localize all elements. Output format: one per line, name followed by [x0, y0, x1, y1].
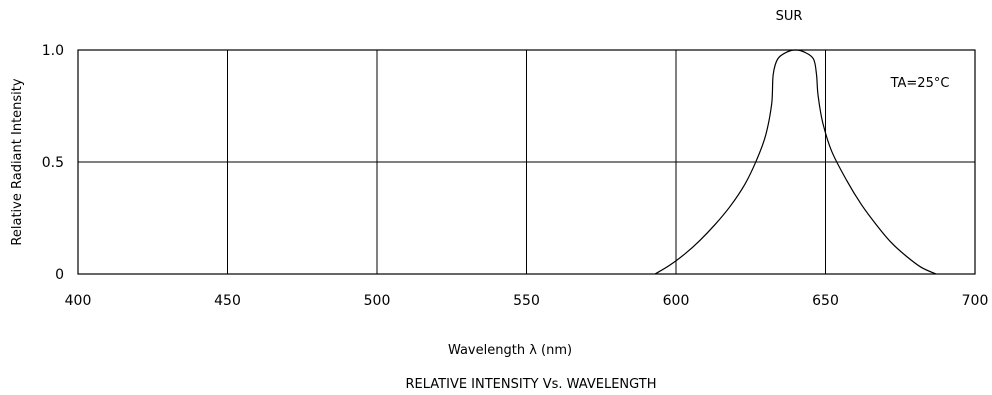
- y-tick-labels: 0 0.5 1.0: [42, 43, 64, 283]
- x-tick-labels: 400 450 500 550 600 650 700: [65, 293, 989, 309]
- x-tick-label: 450: [214, 293, 241, 309]
- x-tick-label: 700: [962, 293, 989, 309]
- x-axis-label: Wavelength λ (nm): [448, 343, 572, 358]
- x-tick-label: 550: [513, 293, 540, 309]
- series-line-sur: [654, 49, 937, 275]
- x-tick-label: 600: [663, 293, 690, 309]
- y-tick-label: 0: [55, 267, 64, 283]
- y-axis-label: Relative Radiant Intensity: [10, 78, 25, 245]
- plot-frame: [77, 49, 976, 275]
- y-tick-label: 1.0: [42, 43, 64, 59]
- x-tick-label: 400: [65, 293, 92, 309]
- grid: [78, 50, 975, 274]
- x-tick-label: 650: [812, 293, 839, 309]
- chart-title: RELATIVE INTENSITY Vs. WAVELENGTH: [406, 377, 657, 392]
- series-label: SUR: [776, 9, 803, 24]
- y-tick-label: 0.5: [42, 155, 64, 171]
- x-tick-label: 500: [364, 293, 391, 309]
- temperature-annotation: TA=25°C: [890, 76, 950, 91]
